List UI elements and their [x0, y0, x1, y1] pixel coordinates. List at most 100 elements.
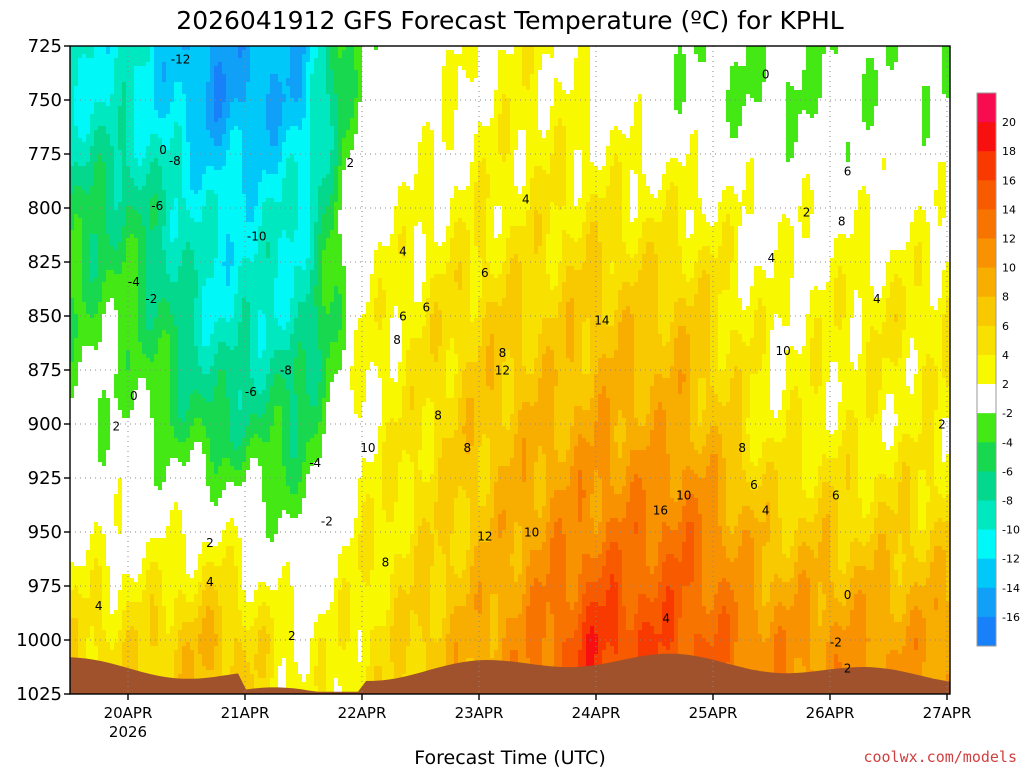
temperature-cell: [146, 270, 150, 274]
temperature-cell: [122, 390, 126, 394]
temperature-cell: [94, 134, 98, 138]
temperature-cell: [90, 538, 94, 542]
temperature-cell: [114, 138, 118, 142]
temperature-cell: [154, 142, 158, 146]
temperature-cell: [162, 330, 166, 334]
temperature-cell: [106, 242, 110, 246]
temperature-cell: [122, 442, 126, 446]
temperature-cell: [138, 82, 142, 86]
temperature-cell: [86, 126, 90, 130]
temperature-cell: [86, 226, 90, 230]
temperature-cell: [134, 586, 138, 590]
temperature-cell: [82, 346, 86, 350]
temperature-cell: [122, 130, 126, 134]
temperature-cell: [114, 110, 118, 114]
temperature-cell: [138, 214, 142, 218]
temperature-cell: [142, 514, 146, 518]
temperature-cell: [102, 78, 106, 82]
temperature-cell: [74, 582, 78, 586]
temperature-cell: [110, 282, 114, 286]
temperature-cell: [98, 202, 102, 206]
temperature-cell: [102, 426, 106, 430]
temperature-cell: [122, 214, 126, 218]
temperature-cell: [98, 138, 102, 142]
temperature-cell: [134, 270, 138, 274]
temperature-cell: [94, 578, 98, 582]
temperature-cell: [166, 70, 170, 74]
temperature-cell: [122, 470, 126, 474]
temperature-cell: [82, 618, 86, 622]
temperature-cell: [122, 538, 126, 542]
temperature-cell: [142, 310, 146, 314]
temperature-cell: [158, 90, 162, 94]
temperature-cell: [102, 574, 106, 578]
temperature-cell: [158, 242, 162, 246]
temperature-cell: [78, 114, 82, 118]
temperature-cell: [98, 426, 102, 430]
temperature-cell: [102, 266, 106, 270]
temperature-cell: [162, 390, 166, 394]
temperature-cell: [86, 114, 90, 118]
temperature-cell: [82, 434, 86, 438]
temperature-cell: [102, 442, 106, 446]
temperature-cell: [154, 146, 158, 150]
temperature-cell: [82, 70, 86, 74]
temperature-cell: [90, 166, 94, 170]
temperature-cell: [86, 470, 90, 474]
temperature-cell: [106, 90, 110, 94]
temperature-cell: [82, 246, 86, 250]
temperature-cell: [130, 442, 134, 446]
temperature-cell: [134, 630, 138, 634]
temperature-cell: [162, 594, 166, 598]
temperature-cell: [158, 554, 162, 558]
temperature-cell: [138, 646, 142, 650]
temperature-cell: [106, 398, 110, 402]
temperature-cell: [154, 322, 158, 326]
temperature-cell: [118, 322, 122, 326]
temperature-cell: [158, 346, 162, 350]
temperature-cell: [130, 522, 134, 526]
temperature-cell: [154, 110, 158, 114]
temperature-cell: [130, 334, 134, 338]
temperature-cell: [142, 150, 146, 154]
temperature-cell: [134, 594, 138, 598]
temperature-cell: [102, 270, 106, 274]
temperature-cell: [154, 366, 158, 370]
temperature-cell: [98, 214, 102, 218]
temperature-cell: [166, 290, 170, 294]
temperature-cell: [122, 486, 126, 490]
temperature-cell: [110, 458, 114, 462]
temperature-cell: [82, 558, 86, 562]
temperature-cell: [146, 102, 150, 106]
temperature-cell: [74, 602, 78, 606]
temperature-cell: [142, 134, 146, 138]
temperature-cell: [94, 522, 98, 526]
temperature-cell: [130, 366, 134, 370]
temperature-cell: [118, 402, 122, 406]
temperature-cell: [94, 290, 98, 294]
temperature-cell: [110, 94, 114, 98]
temperature-cell: [118, 106, 122, 110]
temperature-cell: [158, 594, 162, 598]
temperature-cell: [154, 666, 158, 670]
temperature-cell: [78, 222, 82, 226]
temperature-cell: [142, 562, 146, 566]
temperature-cell: [74, 642, 78, 646]
temperature-cell: [142, 126, 146, 130]
temperature-cell: [118, 394, 122, 398]
temperature-cell: [90, 234, 94, 238]
temperature-cell: [130, 378, 134, 382]
temperature-cell: [154, 230, 158, 234]
temperature-cell: [158, 550, 162, 554]
temperature-cell: [122, 146, 126, 150]
temperature-cell: [130, 578, 134, 582]
temperature-cell: [74, 238, 78, 242]
temperature-cell: [138, 514, 142, 518]
temperature-cell: [122, 658, 126, 662]
temperature-cell: [154, 62, 158, 66]
temperature-cell: [106, 346, 110, 350]
temperature-cell: [98, 234, 102, 238]
temperature-cell: [78, 558, 82, 562]
temperature-cell: [158, 234, 162, 238]
temperature-cell: [90, 514, 94, 518]
